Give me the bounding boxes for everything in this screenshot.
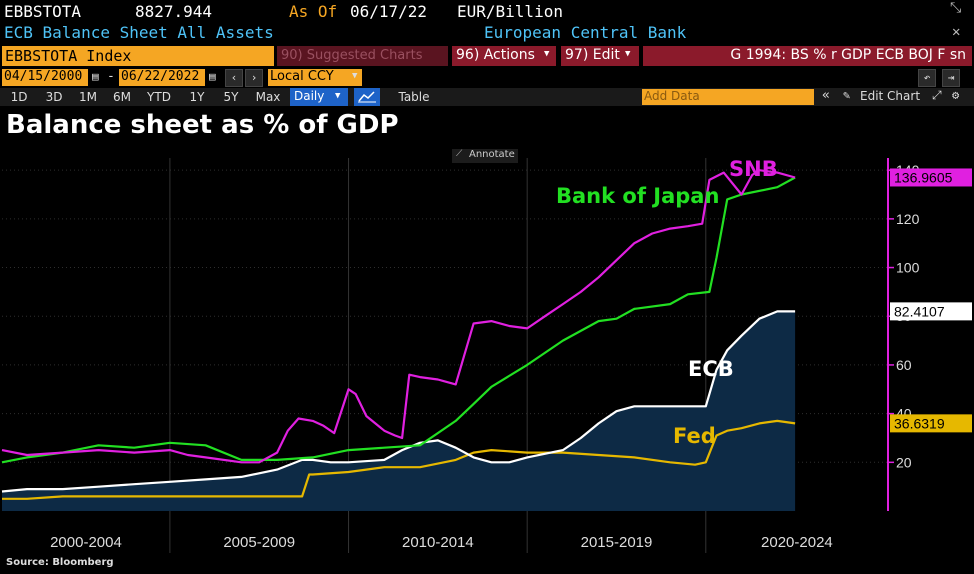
series-line-snb: [1, 169, 796, 464]
chart-area: 20406080100120140136.960582.410736.63192…: [1, 158, 972, 553]
add-data-input[interactable]: Add Data: [642, 89, 814, 105]
prev-arrow-icon[interactable]: ‹: [225, 69, 243, 87]
ecb-area: [2, 311, 796, 511]
line-chart-icon[interactable]: [354, 88, 380, 106]
x-tick-label: 2020-2024: [761, 534, 833, 551]
chart-title: Balance sheet as % of GDP: [6, 110, 399, 140]
last-value-label-ecb: 82.4107: [894, 303, 945, 319]
description-bar: ECB Balance Sheet All Assets European Ce…: [0, 22, 974, 44]
source-name: European Central Bank: [484, 23, 687, 42]
end-date-input[interactable]: 06/22/2022: [119, 69, 205, 86]
currency-select[interactable]: Local CCY: [268, 69, 362, 86]
y-tick-label: 120: [896, 211, 920, 227]
last-value-tag-fed: [890, 414, 972, 433]
pencil-icon: ⟋: [456, 149, 463, 159]
chevron-down-icon[interactable]: ▼: [352, 71, 358, 81]
undo-icon[interactable]: ↶: [918, 69, 936, 87]
y-tick-label: 20: [896, 454, 912, 470]
chart-title-field[interactable]: G 1994: BS % r GDP ECB BOJ F sn: [643, 46, 972, 66]
series-line-ecb: [1, 310, 796, 493]
as-of-date: 06/17/22: [350, 2, 428, 21]
table-tab[interactable]: Table: [398, 90, 430, 104]
pencil-icon[interactable]: ✎: [843, 88, 851, 102]
forward-icon[interactable]: ⇥: [942, 69, 960, 87]
period-tab-1y[interactable]: 1Y: [189, 90, 205, 104]
y-tick-label: 100: [896, 260, 920, 276]
x-tick-label: 2015-2019: [581, 534, 653, 551]
ticker: EBBSTOTA: [4, 2, 82, 21]
line-chart-glyph: [358, 91, 376, 103]
period-tab-ytd[interactable]: YTD: [147, 90, 171, 104]
close-icon[interactable]: ✕: [952, 24, 961, 40]
series-label-boj: Bank of Japan: [556, 184, 720, 208]
series-label-ecb: ECB: [688, 357, 734, 381]
series-description: ECB Balance Sheet All Assets: [4, 23, 274, 42]
last-value-tag-ecb: [890, 302, 972, 321]
period-tab-3d[interactable]: 3D: [45, 90, 63, 104]
last-value-label-snb: 136.9605: [894, 169, 953, 185]
frequency-select[interactable]: Daily ▼: [290, 88, 348, 106]
start-date-input[interactable]: 04/15/2000: [2, 69, 88, 86]
period-bar: 1D 3D 1M 6M YTD 1Y 5Y Max Daily ▼ Table …: [0, 88, 974, 106]
x-tick-label: 2005-2009: [223, 534, 295, 551]
calendar-icon[interactable]: ▤: [92, 70, 99, 83]
series-label-fed: Fed: [673, 424, 716, 448]
period-tab-5y[interactable]: 5Y: [223, 90, 239, 104]
series-line-boj: [1, 176, 796, 464]
series-layer: [1, 169, 796, 511]
settings-icon[interactable]: ⚙: [952, 88, 960, 102]
period-tab-1m[interactable]: 1M: [79, 90, 97, 104]
toolbar: EBBSTOTA Index 90) Suggested Charts 96) …: [0, 45, 974, 67]
chevron-down-icon: ▼: [625, 49, 631, 59]
suggested-charts-button[interactable]: 90) Suggested Charts: [277, 46, 448, 66]
y-tick-label: 60: [896, 357, 912, 373]
series-label-snb: SNB: [729, 157, 778, 181]
window-toggle-icon[interactable]: ⤡: [950, 0, 962, 16]
chevron-down-icon: ▼: [335, 91, 341, 101]
edit-button[interactable]: 97) Edit ▼: [561, 46, 639, 66]
actions-button[interactable]: 96) Actions ▼: [452, 46, 556, 66]
series-line-fed: [2, 419, 796, 500]
date-separator: -: [107, 69, 115, 84]
last-value: 8827.944: [135, 2, 213, 21]
ticker-bar: EBBSTOTA 8827.944 As Of 06/17/22 EUR/Bil…: [0, 0, 974, 22]
period-tab-1d[interactable]: 1D: [10, 90, 28, 104]
as-of-label: As Of: [289, 2, 338, 21]
next-arrow-icon[interactable]: ›: [245, 69, 263, 87]
period-tab-max[interactable]: Max: [255, 90, 281, 104]
last-value-tag-snb: [890, 168, 972, 187]
date-range-bar: 04/15/2000 ▤ - 06/22/2022 ▤ ‹ › Local CC…: [0, 68, 974, 88]
axis-layer: 20406080100120140136.960582.410736.63192…: [50, 158, 972, 551]
annotate-button[interactable]: ⟋ Annotate: [452, 149, 518, 163]
last-value-label-fed: 36.6319: [894, 415, 945, 431]
security-field[interactable]: EBBSTOTA Index: [2, 46, 274, 66]
x-tick-label: 2000-2004: [50, 534, 122, 551]
period-tab-6m[interactable]: 6M: [113, 90, 131, 104]
source-note: Source: Bloomberg: [6, 557, 114, 568]
units: EUR/Billion: [457, 2, 563, 21]
edit-chart-button[interactable]: Edit Chart: [860, 89, 921, 103]
resize-icon[interactable]: ⤢: [932, 88, 942, 102]
calendar-icon[interactable]: ▤: [209, 70, 216, 83]
collapse-icon[interactable]: «: [822, 88, 830, 103]
chevron-down-icon: ▼: [544, 49, 550, 59]
x-tick-label: 2010-2014: [402, 534, 474, 551]
